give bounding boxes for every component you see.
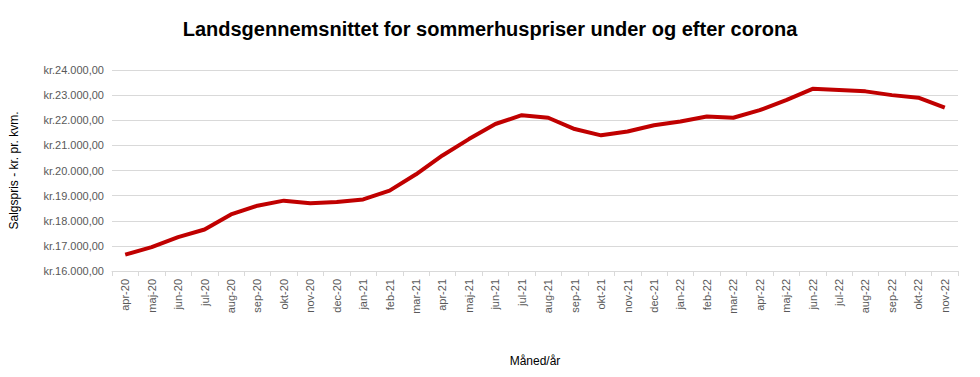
svg-text:apr-20: apr-20 xyxy=(119,279,131,311)
svg-text:sep-20: sep-20 xyxy=(251,279,263,313)
svg-text:jul-21: jul-21 xyxy=(516,279,528,307)
svg-text:aug-21: aug-21 xyxy=(542,279,554,313)
svg-text:sep-21: sep-21 xyxy=(569,279,581,313)
svg-text:kr.24.000,00: kr.24.000,00 xyxy=(43,64,104,76)
svg-text:sep-22: sep-22 xyxy=(886,279,898,313)
svg-text:okt-21: okt-21 xyxy=(595,279,607,310)
svg-text:nov-21: nov-21 xyxy=(622,279,634,313)
svg-text:kr.20.000,00: kr.20.000,00 xyxy=(43,165,104,177)
svg-text:okt-20: okt-20 xyxy=(278,279,290,310)
svg-text:jan-22: jan-22 xyxy=(674,279,686,311)
svg-text:apr-22: apr-22 xyxy=(754,279,766,311)
svg-text:Måned/år: Måned/år xyxy=(510,354,561,368)
svg-text:Salgspris - kr. pr. kvm.: Salgspris - kr. pr. kvm. xyxy=(7,111,21,229)
svg-text:kr.23.000,00: kr.23.000,00 xyxy=(43,89,104,101)
svg-text:kr.19.000,00: kr.19.000,00 xyxy=(43,190,104,202)
svg-text:mar-22: mar-22 xyxy=(727,279,739,314)
svg-text:feb-21: feb-21 xyxy=(384,279,396,310)
svg-text:kr.16.000,00: kr.16.000,00 xyxy=(43,265,104,277)
svg-text:dec-21: dec-21 xyxy=(648,279,660,313)
svg-text:nov-20: nov-20 xyxy=(304,279,316,313)
svg-text:maj-22: maj-22 xyxy=(780,279,792,313)
svg-text:maj-21: maj-21 xyxy=(463,279,475,313)
svg-text:jan-21: jan-21 xyxy=(357,279,369,311)
svg-text:jun-21: jun-21 xyxy=(489,279,501,311)
svg-text:jun-20: jun-20 xyxy=(172,279,184,311)
svg-text:dec-20: dec-20 xyxy=(331,279,343,313)
svg-text:apr-21: apr-21 xyxy=(436,279,448,311)
svg-text:feb-22: feb-22 xyxy=(701,279,713,310)
svg-text:aug-22: aug-22 xyxy=(859,279,871,313)
svg-text:aug-20: aug-20 xyxy=(225,279,237,313)
svg-text:jul-22: jul-22 xyxy=(833,279,845,307)
svg-text:mar-21: mar-21 xyxy=(410,279,422,314)
svg-text:kr.22.000,00: kr.22.000,00 xyxy=(43,114,104,126)
svg-text:nov-22: nov-22 xyxy=(939,279,951,313)
svg-text:jul-20: jul-20 xyxy=(199,279,211,307)
svg-text:kr.17.000,00: kr.17.000,00 xyxy=(43,240,104,252)
svg-text:okt-22: okt-22 xyxy=(912,279,924,310)
svg-text:jun-22: jun-22 xyxy=(807,279,819,311)
svg-text:kr.21.000,00: kr.21.000,00 xyxy=(43,139,104,151)
svg-text:Landsgennemsnittet for sommerh: Landsgennemsnittet for sommerhuspriser u… xyxy=(183,18,798,40)
svg-text:kr.18.000,00: kr.18.000,00 xyxy=(43,215,104,227)
svg-text:maj-20: maj-20 xyxy=(146,279,158,313)
